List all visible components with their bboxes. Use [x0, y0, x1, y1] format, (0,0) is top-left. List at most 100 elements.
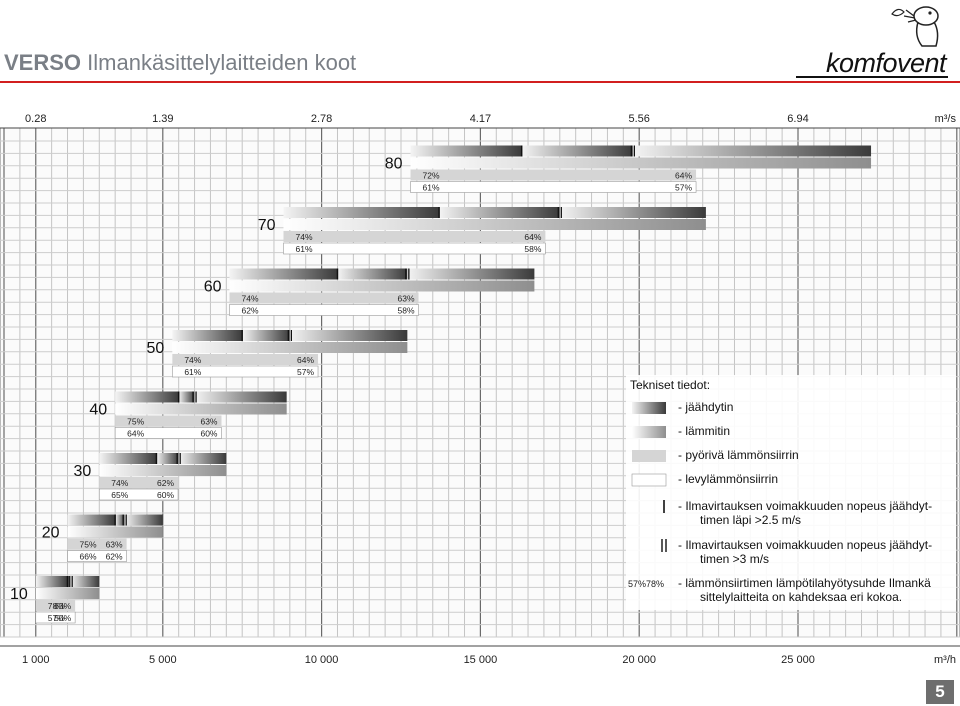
legend-label: - levylämmönsiirrin [678, 472, 778, 486]
legend-label: - Ilmavirtauksen voimakkuuden nopeus jää… [678, 499, 932, 513]
rotary-exchanger-bar [172, 354, 319, 365]
plate-efficiency-max: 60% [157, 490, 174, 500]
brand-logo: komfovent [825, 48, 947, 78]
cooler-bar [70, 576, 100, 587]
plate-efficiency-min: 61% [295, 244, 312, 254]
legend-swatch-plate [631, 473, 667, 487]
plate-exchanger-bar [283, 242, 546, 255]
legend-label-cont: timen >3 m/s [700, 552, 769, 566]
rotary-exchanger-bar [99, 477, 179, 488]
legend-swatch-heater [632, 426, 666, 438]
cooler-bar [410, 145, 522, 157]
legend-label: - Ilmavirtauksen voimakkuuden nopeus jää… [678, 538, 932, 552]
plate-exchanger-bar [410, 181, 697, 193]
cooler-bar [115, 391, 179, 403]
rotary-exchanger-bar [115, 415, 222, 427]
rotary-exchanger-bar [410, 169, 697, 181]
cooler-bar [439, 207, 560, 218]
cooler-bar [124, 514, 163, 526]
rotary-efficiency-min: 74% [241, 294, 258, 304]
top-tick-label: 6.94 [787, 113, 808, 125]
plate-efficiency-max: 50% [54, 613, 71, 623]
cooler-bar [283, 207, 440, 218]
cooler-bar [632, 145, 872, 157]
legend-swatch-rotary [632, 450, 666, 462]
legend-swatch-efficiency-min: 57% [628, 579, 646, 589]
rotary-efficiency-min: 74% [184, 355, 201, 365]
rotary-exchanger-bar [35, 600, 76, 611]
plate-efficiency-min: 62% [241, 306, 258, 316]
heater-bar [172, 342, 408, 353]
cooler-bar [99, 453, 157, 464]
cooler-bar [521, 145, 633, 157]
legend-background [626, 375, 956, 610]
legend-label: - lämmitin [678, 424, 730, 438]
unit-size-label: 70 [258, 217, 276, 234]
title-text: Ilmankäsittelylaitteiden koot [81, 50, 357, 75]
rotary-efficiency-max: 62% [157, 478, 174, 488]
unit-size-label: 10 [10, 586, 28, 603]
plate-efficiency-min: 66% [80, 552, 97, 562]
rotary-efficiency-max: 63% [106, 540, 123, 550]
heater-bar [283, 219, 706, 230]
rotary-efficiency-max: 64% [675, 171, 692, 181]
cooler-bar [229, 268, 338, 280]
rotary-efficiency-min: 74% [295, 232, 312, 242]
unit-size-label: 80 [385, 156, 403, 173]
chart-legend: Tekniset tiedot: - jäähdytin - lämmitin - p… [626, 375, 956, 610]
plate-exchanger-bar [114, 427, 222, 439]
legend-swatch-cooler [632, 402, 666, 414]
legend-label: - lämmönsiirtimen lämpötilahyötysuhde Il… [678, 576, 931, 590]
heater-bar [67, 526, 163, 538]
rotary-efficiency-max: 63% [398, 294, 415, 304]
unit-size-label: 40 [89, 402, 107, 419]
cooler-bar [178, 391, 195, 403]
cooler-bar [559, 207, 706, 218]
bottom-axis-unit: m³/h [934, 654, 956, 666]
bottom-tick-label: 5 000 [149, 654, 177, 666]
plate-exchanger-bar [67, 550, 127, 562]
rotary-efficiency-max: 64% [524, 232, 541, 242]
cooler-bar [172, 330, 243, 341]
rotary-efficiency-min: 74% [111, 478, 128, 488]
bottom-tick-label: 10 000 [305, 654, 339, 666]
plate-efficiency-max: 57% [297, 367, 314, 377]
cooler-bar [242, 330, 290, 341]
plate-efficiency-max: 58% [524, 244, 541, 254]
plate-efficiency-max: 62% [106, 552, 123, 562]
rotary-efficiency-min: 78% [48, 601, 65, 611]
plate-efficiency-min: 65% [111, 490, 128, 500]
plate-exchanger-bar [229, 304, 419, 316]
plate-exchanger-bar [172, 365, 319, 378]
rotary-exchanger-bar [283, 231, 546, 242]
page-title: VERSO Ilmankäsittelylaitteiden koot [4, 50, 356, 76]
top-tick-label: 2.78 [311, 113, 332, 125]
legend-label: - jäähdytin [678, 400, 733, 414]
plate-efficiency-min: 57% [48, 613, 65, 623]
legend-label-cont: sittelylaitteita on kahdeksaa eri kokoa. [700, 590, 902, 604]
unit-size-label: 30 [73, 463, 91, 480]
cooler-bar [115, 514, 125, 526]
heater-bar [35, 588, 100, 599]
top-tick-label: 5.56 [628, 113, 649, 125]
rotary-efficiency-min: 75% [80, 540, 97, 550]
bottom-axis-band [0, 646, 960, 670]
plate-efficiency-min: 61% [184, 367, 201, 377]
rotary-efficiency-min: 72% [423, 171, 440, 181]
mascot-icon [891, 6, 939, 47]
plate-exchanger-bar [98, 488, 179, 501]
cooler-bar [67, 514, 116, 526]
heater-bar [410, 157, 872, 169]
top-axis-band [0, 108, 960, 128]
heater-bar [115, 403, 287, 415]
cooler-bar [407, 268, 535, 280]
rotary-efficiency-min: 75% [127, 417, 144, 427]
legend-label: - pyörivä lämmönsiirrin [678, 448, 799, 462]
cooler-bar [337, 268, 408, 280]
plate-efficiency-min: 61% [423, 183, 440, 193]
rotary-efficiency-max: 63% [200, 417, 217, 427]
cooler-bar [289, 330, 408, 341]
cooler-bar [194, 391, 287, 403]
plate-exchanger-bar [35, 611, 76, 624]
